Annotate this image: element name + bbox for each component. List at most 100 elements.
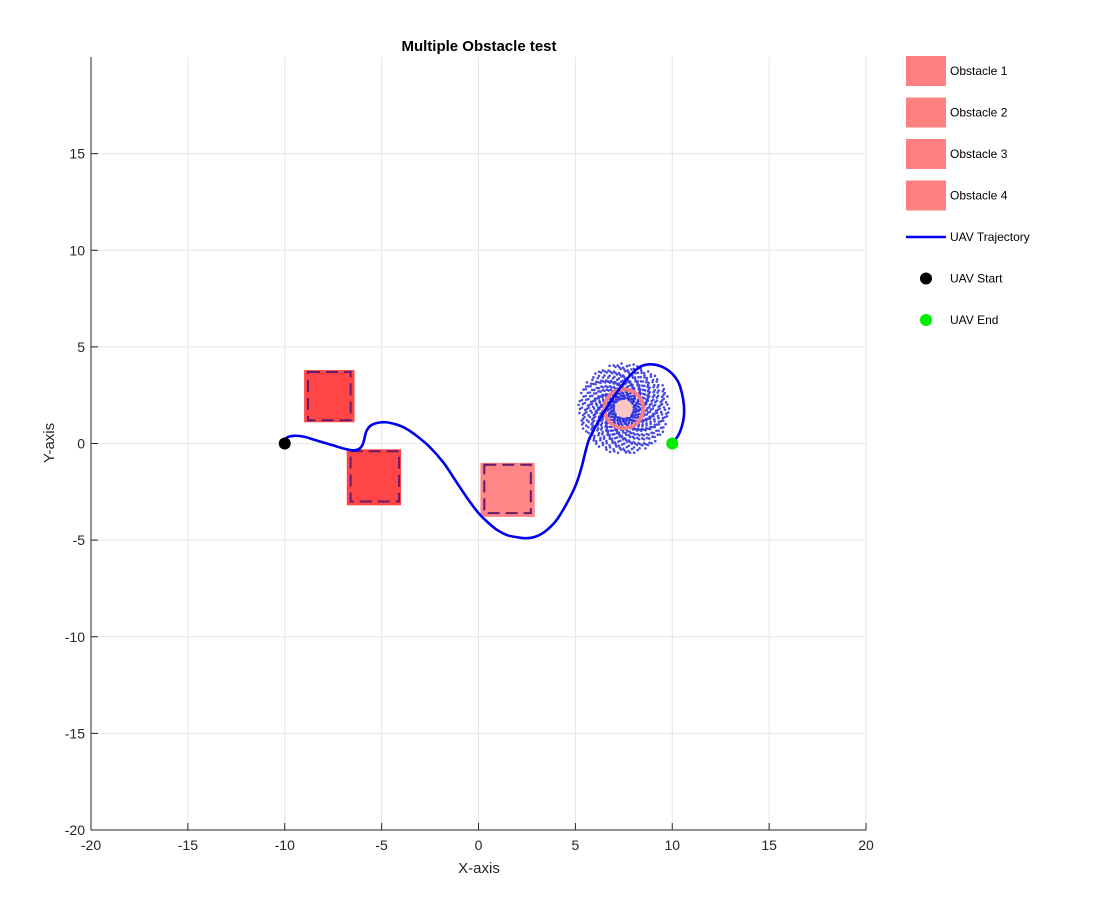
swirl-point xyxy=(597,374,601,378)
swirl-point xyxy=(617,382,621,386)
swirl-point xyxy=(636,380,639,383)
swirl-point xyxy=(655,411,659,414)
swirl-point xyxy=(648,417,652,420)
swirl-point xyxy=(601,376,605,379)
swirl-point xyxy=(599,395,602,398)
swirl-point xyxy=(649,420,652,423)
swirl-point xyxy=(650,415,653,418)
swirl-point xyxy=(599,390,602,393)
swirl-point xyxy=(596,427,600,430)
swirl-point xyxy=(587,385,590,388)
swirl-point xyxy=(607,369,610,372)
swirl-point xyxy=(630,442,634,445)
swirl-point xyxy=(640,371,643,375)
swirl-point xyxy=(663,391,667,395)
swirl-point xyxy=(649,425,652,429)
swirl-point xyxy=(612,370,616,373)
swirl-point xyxy=(609,379,613,383)
swirl-point xyxy=(599,436,602,440)
swirl-point xyxy=(604,425,607,428)
swirl-point xyxy=(599,381,602,385)
swirl-point xyxy=(597,386,601,390)
swirl-point xyxy=(648,390,652,394)
legend: Obstacle 1 Obstacle 2 Obstacle 3 Obstacle 4… xyxy=(906,56,1030,327)
swirl-point xyxy=(614,443,617,446)
swirl-point xyxy=(627,444,631,448)
swirl-point xyxy=(599,403,603,407)
swirl-point xyxy=(644,426,648,430)
swirl-point xyxy=(582,395,585,398)
swirl-point xyxy=(660,395,664,399)
swirl-point xyxy=(655,429,658,433)
swirl-point xyxy=(581,402,585,406)
swirl-point xyxy=(646,443,650,447)
swirl-point xyxy=(623,449,626,452)
swirl-point xyxy=(620,443,624,446)
swirl-point xyxy=(654,439,657,443)
y-tick-label: -10 xyxy=(65,629,85,645)
swirl-point xyxy=(623,442,626,445)
swirl-point xyxy=(581,413,585,417)
swirl-point xyxy=(659,410,663,414)
swirl-point xyxy=(594,402,598,405)
swirl-point xyxy=(608,443,611,447)
swirl-point xyxy=(631,376,635,380)
swirl-point xyxy=(613,450,616,453)
swirl-point xyxy=(662,393,665,397)
obstacle-1-safety-boundary xyxy=(307,370,352,422)
swirl-point xyxy=(641,444,644,447)
swirl-point xyxy=(660,402,664,406)
swirl-point xyxy=(645,422,648,425)
swirl-point xyxy=(633,376,637,379)
x-tick-label: 0 xyxy=(475,837,483,853)
swirl-point xyxy=(657,422,661,426)
swirl-point xyxy=(630,368,633,371)
obstacle-4-core xyxy=(615,399,633,418)
swirl-point xyxy=(639,375,643,379)
uav-start-marker xyxy=(278,437,291,450)
y-tick-label: -20 xyxy=(65,822,85,838)
swirl-point xyxy=(639,388,642,391)
swirl-point xyxy=(619,367,623,371)
swirl-point xyxy=(586,425,590,429)
swirl-point xyxy=(650,442,654,445)
swirl-point xyxy=(632,451,636,455)
swirl-point xyxy=(592,376,595,379)
swirl-point xyxy=(596,406,600,410)
swirl-point xyxy=(642,437,646,441)
legend-label: UAV Trajectory xyxy=(950,230,1030,244)
swirl-point xyxy=(644,442,648,446)
swirl-point xyxy=(597,445,601,448)
swirl-point xyxy=(630,394,634,398)
swirl-point xyxy=(625,440,629,444)
swirl-point xyxy=(660,399,664,402)
swirl-point xyxy=(606,431,610,435)
swirl-point xyxy=(599,371,603,374)
swirl-point xyxy=(649,422,652,425)
y-tick-label: 15 xyxy=(69,146,85,162)
swirl-point xyxy=(663,415,667,419)
swirl-point xyxy=(648,386,651,389)
swirl-point xyxy=(639,391,643,395)
swirl-point xyxy=(616,364,619,367)
swirl-point xyxy=(634,378,637,381)
swirl-point xyxy=(666,411,670,414)
swirl-point xyxy=(659,420,663,423)
swirl-point xyxy=(653,374,657,378)
swirl-point xyxy=(597,431,601,435)
swirl-point xyxy=(623,417,627,420)
obstacle-3-safety-boundary xyxy=(483,463,532,515)
legend-label: Obstacle 3 xyxy=(950,147,1008,161)
swirl-point xyxy=(599,423,603,427)
y-tick-label: -5 xyxy=(73,532,86,548)
swirl-point xyxy=(637,405,641,409)
x-tick-label: 15 xyxy=(761,837,777,853)
swirl-point xyxy=(653,423,657,427)
swirl-point xyxy=(590,418,594,421)
swirl-point xyxy=(616,451,620,455)
swirl-point xyxy=(594,380,598,384)
swirl-point xyxy=(617,398,621,402)
swirl-point xyxy=(628,451,632,455)
swirl-point xyxy=(611,412,614,416)
